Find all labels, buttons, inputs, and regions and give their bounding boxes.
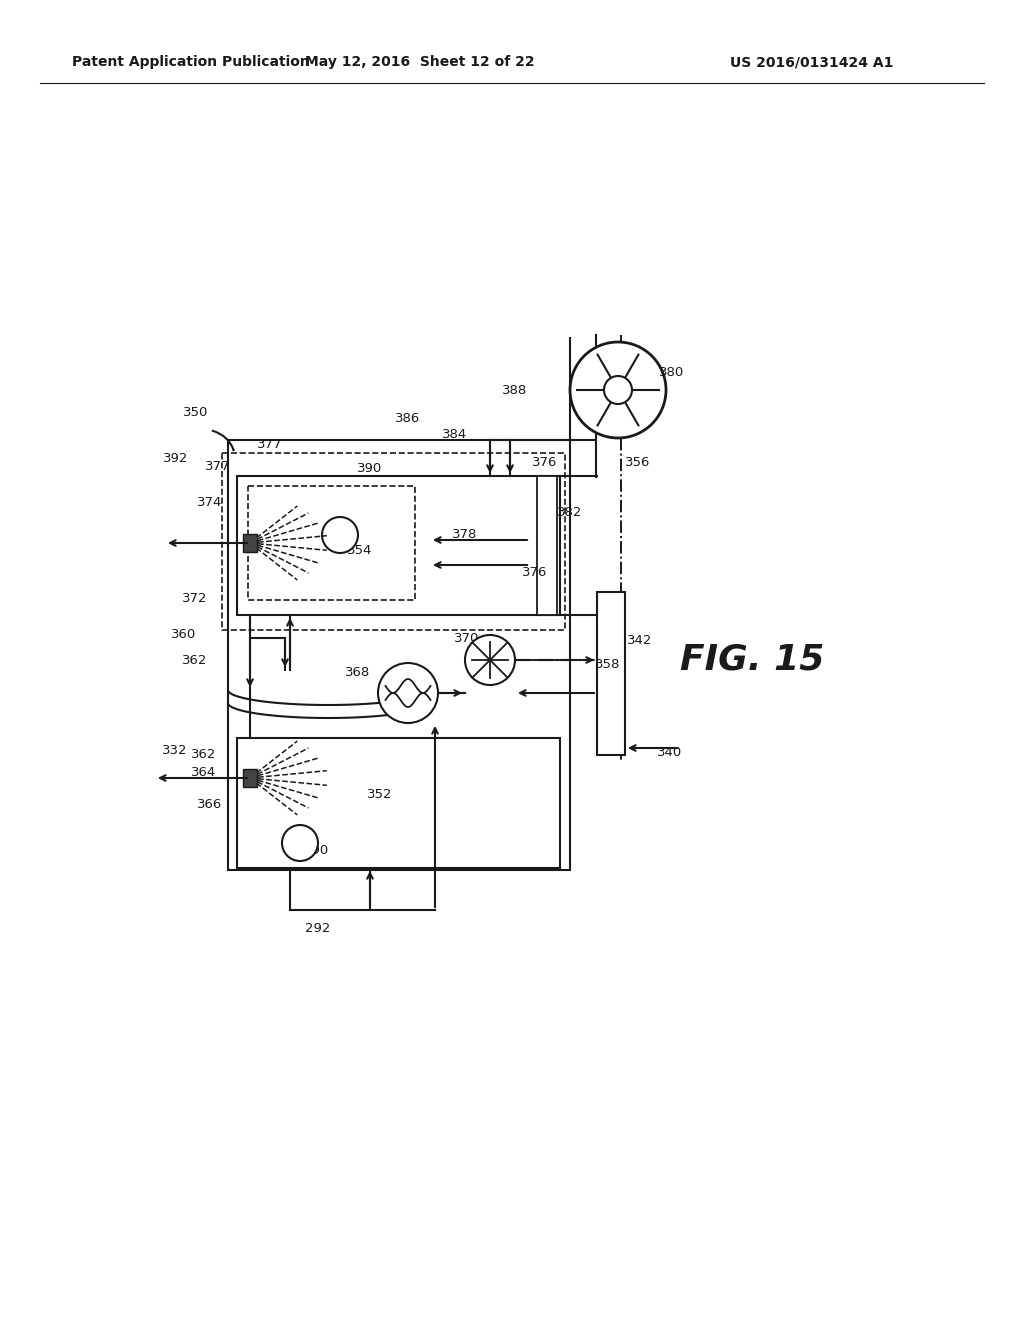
Text: 292: 292 [305,921,331,935]
Bar [537,477,557,615]
Text: 382: 382 [557,507,583,520]
Text: 372: 372 [182,591,208,605]
Text: 340: 340 [657,746,683,759]
Bar [222,453,565,630]
Text: FIG. 15: FIG. 15 [680,643,824,677]
Text: 356: 356 [626,455,650,469]
FancyArrowPatch shape [213,430,233,450]
Text: 390: 390 [304,843,330,857]
Text: 376: 376 [522,565,548,578]
Text: 360: 360 [171,628,197,642]
Text: 350: 350 [183,405,209,418]
Text: 386: 386 [395,412,421,425]
Bar [237,738,560,869]
Circle shape [604,376,632,404]
Text: 362: 362 [182,653,208,667]
Text: 376: 376 [532,455,558,469]
Bar [243,535,257,552]
Text: 388: 388 [503,384,527,396]
Circle shape [570,342,666,438]
Text: 366: 366 [198,799,222,812]
Bar [243,770,257,787]
Text: 354: 354 [347,544,373,557]
Circle shape [282,825,318,861]
Text: 358: 358 [595,659,621,672]
Text: 364: 364 [191,766,217,779]
Text: 377: 377 [257,438,283,451]
Circle shape [322,517,358,553]
Text: 378: 378 [453,528,477,541]
Text: 368: 368 [345,665,371,678]
Circle shape [378,663,438,723]
Text: US 2016/0131424 A1: US 2016/0131424 A1 [730,55,893,69]
Text: 362: 362 [191,748,217,762]
Circle shape [465,635,515,685]
Text: 332: 332 [162,743,187,756]
Text: 384: 384 [442,429,468,441]
Text: 377: 377 [205,461,230,474]
Text: 392: 392 [163,453,188,466]
Text: 380: 380 [659,367,685,380]
Bar [248,486,415,601]
Text: 390: 390 [357,462,383,474]
Bar [228,440,570,870]
Text: Patent Application Publication: Patent Application Publication [72,55,309,69]
Text: May 12, 2016  Sheet 12 of 22: May 12, 2016 Sheet 12 of 22 [305,55,535,69]
Bar [597,591,625,755]
Text: 370: 370 [455,631,479,644]
Text: 374: 374 [198,495,222,508]
Bar [237,477,560,615]
Text: 342: 342 [628,634,652,647]
Text: 352: 352 [368,788,393,801]
